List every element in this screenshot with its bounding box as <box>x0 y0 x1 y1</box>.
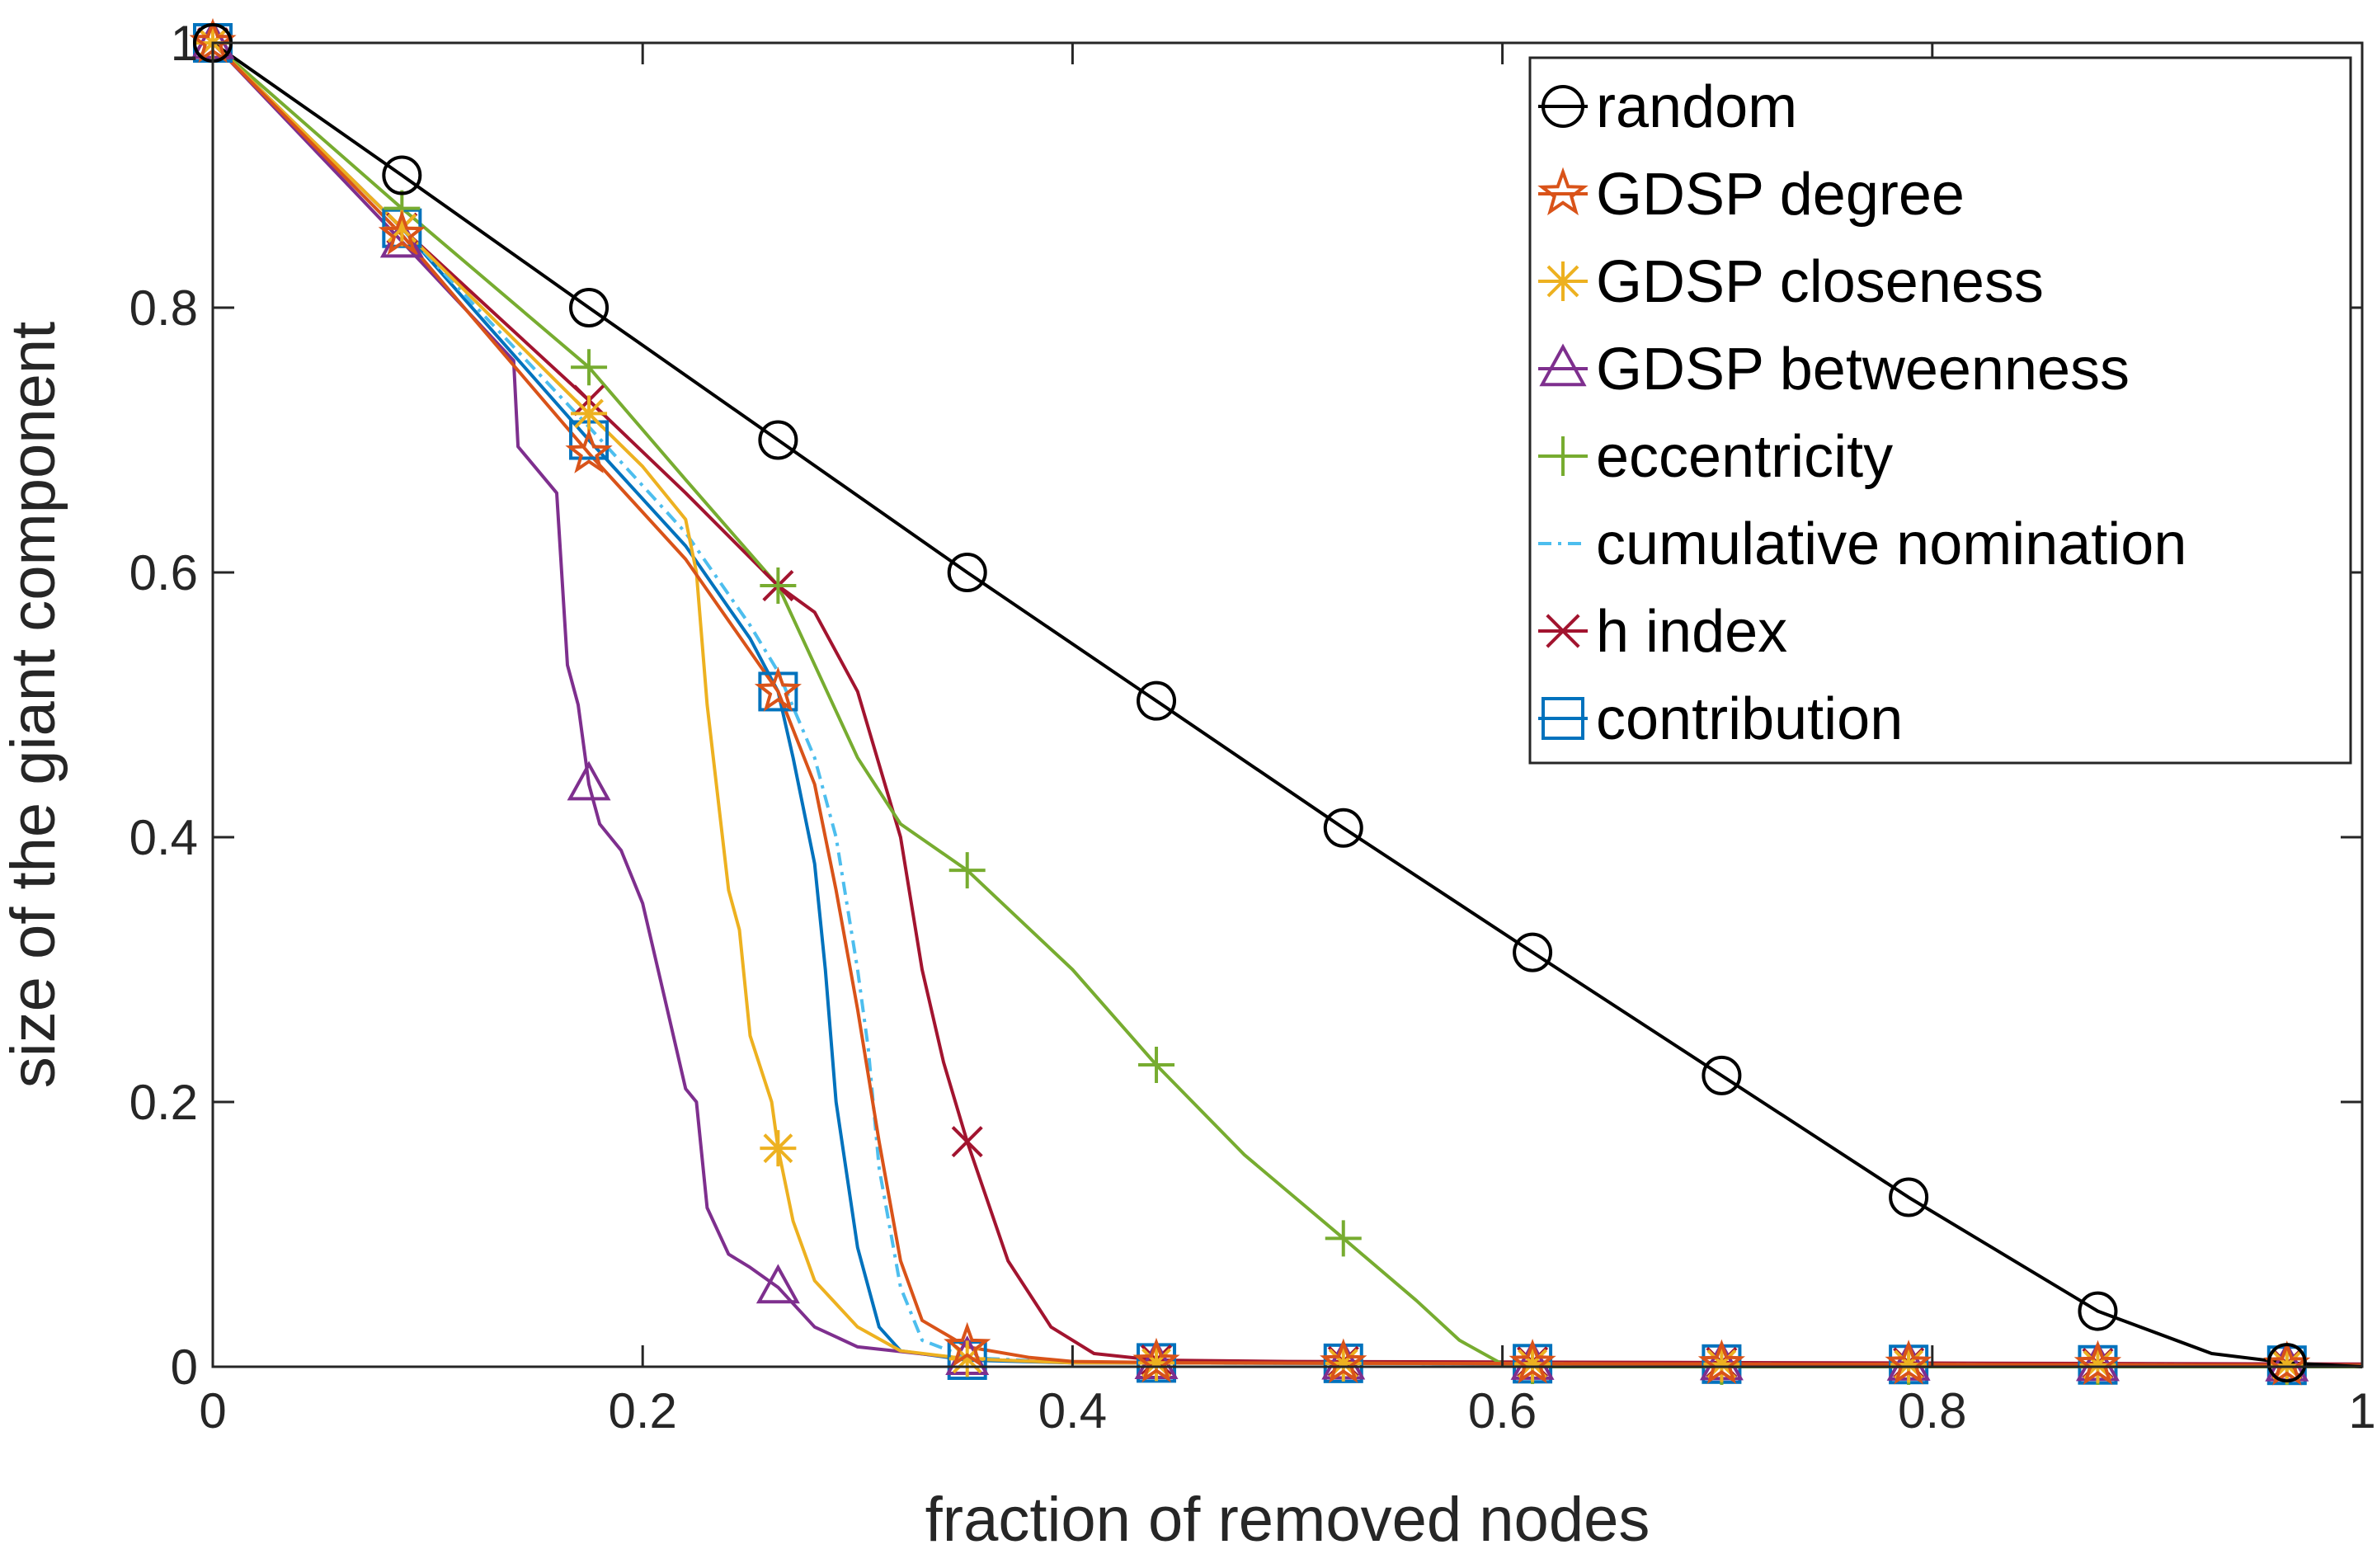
legend-entry-h-index: h index <box>1538 599 1787 665</box>
marker-random-6 <box>1323 808 1363 848</box>
marker-GDSP-degree-4 <box>944 1321 991 1368</box>
marker-GDSP-closeness-2 <box>571 395 608 432</box>
legend-entry-GDSP-degree: GDSP degree <box>1537 162 1965 228</box>
marker-GDSP-degree-9 <box>1885 1340 1932 1385</box>
marker-GDSP-degree-11 <box>2263 1340 2311 1386</box>
marker-random-3 <box>758 420 798 460</box>
series-line-GDSP-betweenness <box>211 41 2363 1368</box>
marker-random-7 <box>1513 932 1553 972</box>
x-tick-label: 0.2 <box>608 1383 676 1439</box>
y-axis-label: size of the giant component <box>0 322 68 1088</box>
marker-eccentricity-2 <box>571 349 608 386</box>
y-tick-label: 0.6 <box>129 545 198 600</box>
y-tick-label: 0.8 <box>129 280 198 336</box>
legend-marker <box>1539 343 1587 387</box>
y-tick-label: 1 <box>171 16 198 71</box>
legend-entry-random: random <box>1538 74 1797 140</box>
marker-random-8 <box>1702 1055 1742 1095</box>
marker-GDSP-degree-7 <box>1509 1338 1556 1384</box>
legend-label: h index <box>1596 599 1787 665</box>
y-tick-label: 0 <box>171 1340 198 1395</box>
plot-area <box>189 17 2363 1386</box>
legend-marker <box>1542 85 1584 128</box>
legend-entry-contribution: contribution <box>1538 686 1903 752</box>
legend-label: GDSP degree <box>1596 162 1965 228</box>
x-tick-label: 0.4 <box>1038 1383 1107 1439</box>
axes: 0 0.2 0.4 0.6 0.8 1 0 0.2 0.4 0.6 0.8 1 <box>129 16 2376 1439</box>
legend-marker <box>1543 436 1583 476</box>
legend-label: eccentricity <box>1596 424 1893 490</box>
x-tick-label: 0.6 <box>1468 1383 1537 1439</box>
marker-GDSP-degree-10 <box>2073 1340 2122 1386</box>
x-tick-label: 1 <box>2348 1383 2375 1439</box>
marker-random-9 <box>1889 1177 1929 1217</box>
series-line-h-index <box>211 41 2363 1366</box>
marker-GDSP-degree-3 <box>754 666 803 712</box>
marker-random-5 <box>1137 680 1177 721</box>
legend-entry-GDSP-closeness: GDSP closeness <box>1538 249 2044 315</box>
legend-entry-eccentricity: eccentricity <box>1538 424 1893 490</box>
marker-eccentricity-3 <box>760 567 797 605</box>
legend-entry-cumulative-nomination: cumulative nomination <box>1538 511 2186 577</box>
marker-random-2 <box>569 288 610 327</box>
y-tick-label: 0.4 <box>129 810 198 865</box>
marker-random-4 <box>947 553 987 592</box>
marker-eccentricity-4 <box>948 852 986 889</box>
legend-marker <box>1542 697 1584 740</box>
legend: random GDSP degree GDSP closeness GDSP betw… <box>1528 56 2352 765</box>
marker-GDSP-degree-8 <box>1697 1339 1746 1384</box>
legend-marker <box>1546 614 1580 648</box>
marker-GDSP-degree-6 <box>1320 1338 1367 1383</box>
marker-eccentricity-5 <box>1138 1047 1175 1084</box>
marker-eccentricity-6 <box>1325 1220 1362 1257</box>
marker-h-index-4 <box>951 1126 983 1158</box>
legend-box <box>1528 56 2352 765</box>
marker-random-11 <box>2266 1343 2307 1383</box>
legend-label: contribution <box>1596 686 1903 752</box>
x-tick-label: 0 <box>199 1383 226 1439</box>
legend-label: GDSP closeness <box>1596 249 2044 315</box>
series-line-GDSP-degree <box>211 41 2363 1368</box>
axes-box <box>211 41 2364 1368</box>
x-tick-label: 0.8 <box>1898 1383 1966 1439</box>
series-line-random <box>211 41 2363 1368</box>
legend-entry-GDSP-betweenness: GDSP betweenness <box>1538 337 2130 403</box>
legend-label: GDSP betweenness <box>1596 337 2130 403</box>
marker-GDSP-closeness-3 <box>760 1130 797 1167</box>
marker-GDSP-betweenness-2 <box>567 760 611 801</box>
x-axis-label: fraction of removed nodes <box>925 1485 1650 1555</box>
marker-random-1 <box>382 155 422 195</box>
marker-GDSP-degree-2 <box>565 428 613 473</box>
marker-GDSP-degree-1 <box>378 210 426 256</box>
marker-random-10 <box>2078 1291 2118 1331</box>
series-line-GDSP-closeness <box>211 41 2363 1368</box>
legend-label: cumulative nomination <box>1596 511 2186 577</box>
marker-GDSP-betweenness-3 <box>755 1264 800 1304</box>
legend-label: random <box>1596 74 1797 140</box>
series-line-cumulative-nomination <box>211 41 2363 1368</box>
series-line-eccentricity <box>211 41 2362 1368</box>
legend-marker <box>1537 167 1589 216</box>
marker-GDSP-degree-5 <box>1132 1337 1180 1383</box>
y-tick-label: 0.2 <box>129 1075 198 1130</box>
legend-marker <box>1543 261 1583 301</box>
